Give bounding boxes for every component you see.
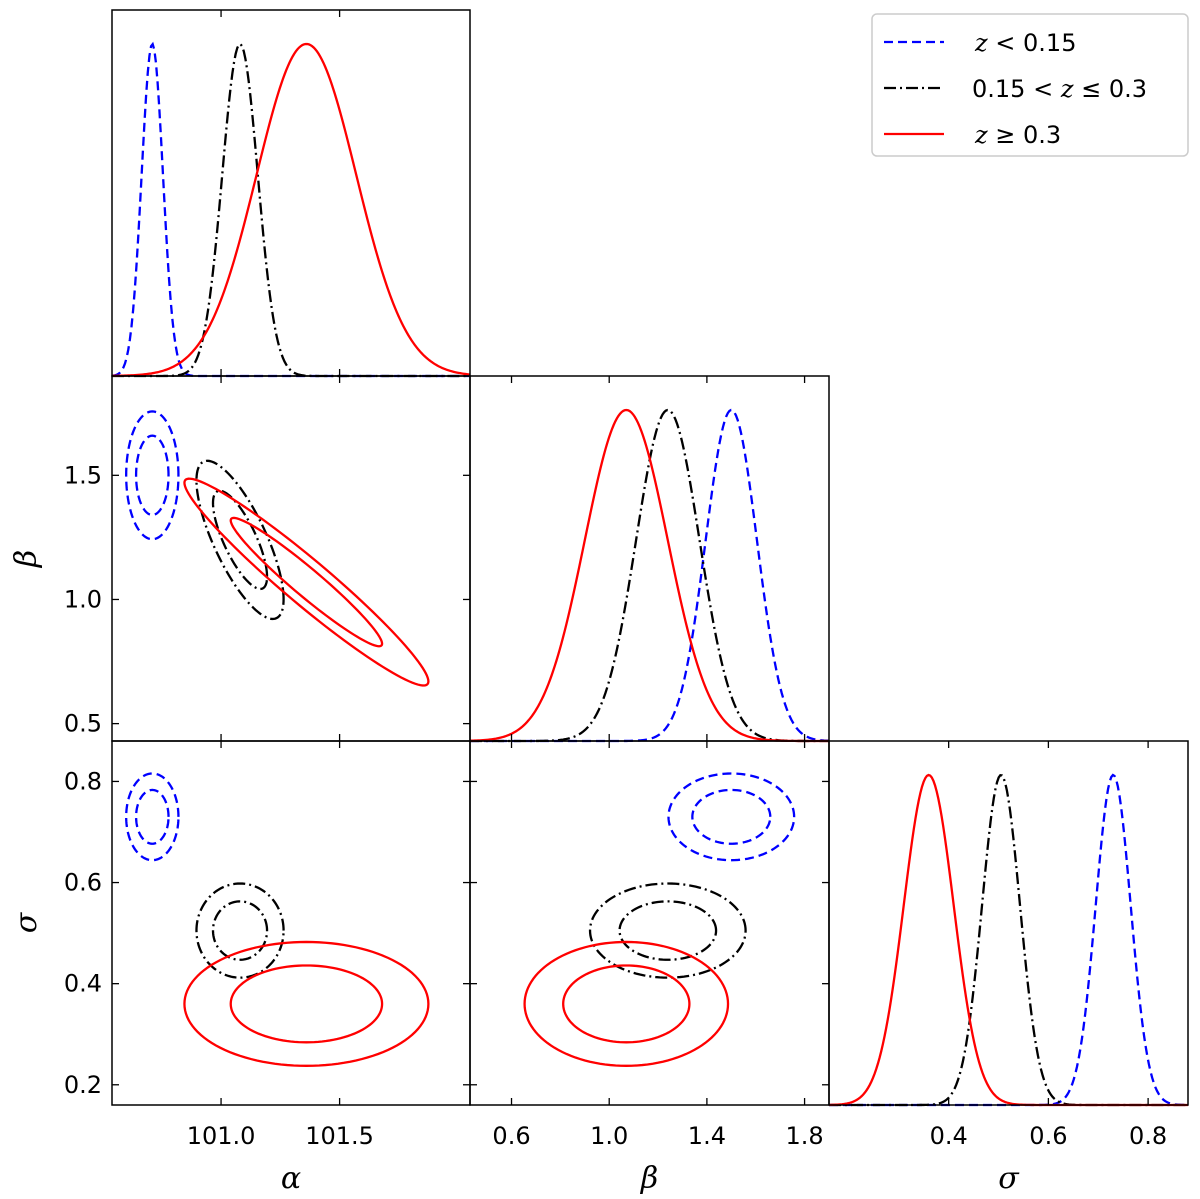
contour-outer-alpha-beta-series-2 xyxy=(183,477,430,687)
panel-frame-beta-beta xyxy=(469,375,830,742)
x-axis-label-alpha: α xyxy=(281,1161,301,1196)
x-tick-label-sigma: 0.4 xyxy=(930,1122,968,1150)
contour-outer-beta-sigma-series-1 xyxy=(588,882,747,979)
x-tick-label-alpha: 101.0 xyxy=(187,1122,256,1150)
contour-inner-beta-sigma-series-0 xyxy=(691,788,772,845)
panel-frame-sigma-beta xyxy=(469,740,830,1106)
marginal-alpha-series-2 xyxy=(111,42,471,377)
marginal-alpha-series-0 xyxy=(111,41,470,378)
y-tick-label-beta: 0.5 xyxy=(64,710,102,738)
x-tick-label-beta: 1.4 xyxy=(688,1122,726,1150)
x-axis-label-beta: β xyxy=(640,1161,658,1196)
contour-outer-beta-sigma-series-0 xyxy=(667,772,796,862)
legend-box xyxy=(871,13,1189,157)
contour-inner-alpha-sigma-series-2 xyxy=(229,964,384,1044)
contour-outer-alpha-sigma-series-1 xyxy=(195,882,285,979)
y-tick-label-sigma: 0.6 xyxy=(64,869,102,897)
contour-inner-beta-sigma-series-1 xyxy=(618,900,718,961)
x-tick-label-beta: 1.0 xyxy=(590,1122,628,1150)
contour-outer-alpha-sigma-series-2 xyxy=(183,940,430,1067)
legend-label-2: z ≥ 0.3 xyxy=(974,121,1061,149)
legend-label-1: 0.15 < z ≤ 0.3 xyxy=(972,75,1147,103)
y-tick-label-sigma: 0.4 xyxy=(64,970,102,998)
x-tick-label-beta: 0.6 xyxy=(492,1122,530,1150)
contour-inner-alpha-sigma-series-1 xyxy=(211,900,269,961)
marginal-beta-series-2 xyxy=(469,408,829,743)
contour-inner-beta-sigma-series-2 xyxy=(562,964,691,1044)
y-axis-label-beta: β xyxy=(9,550,44,568)
contour-inner-alpha-beta-series-2 xyxy=(229,516,384,648)
x-tick-label-alpha: 101.5 xyxy=(305,1122,374,1150)
marginal-sigma-series-0 xyxy=(829,773,1189,1107)
contour-outer-alpha-sigma-series-0 xyxy=(125,772,180,862)
y-axis-label-sigma: σ xyxy=(9,911,44,933)
contour-outer-alpha-beta-series-0 xyxy=(125,410,180,541)
y-tick-label-beta: 1.5 xyxy=(64,461,102,489)
panel-frame-sigma-alpha xyxy=(111,740,471,1106)
x-tick-label-sigma: 0.6 xyxy=(1029,1122,1067,1150)
panel-frame-alpha-alpha xyxy=(111,9,471,377)
contour-inner-alpha-sigma-series-0 xyxy=(134,788,170,845)
contour-inner-alpha-beta-series-1 xyxy=(211,489,269,591)
panel-frame-sigma-sigma xyxy=(828,740,1189,1106)
y-tick-label-sigma: 0.2 xyxy=(64,1071,102,1099)
y-tick-label-sigma: 0.8 xyxy=(64,767,102,795)
legend-label-0: z < 0.15 xyxy=(974,29,1076,57)
panel-frame-beta-alpha xyxy=(111,375,471,742)
legend: z < 0.15 0.15 < z ≤ 0.3 z ≥ 0.3 xyxy=(871,13,1189,157)
contour-inner-alpha-beta-series-0 xyxy=(134,434,170,517)
x-tick-label-beta: 1.8 xyxy=(785,1122,823,1150)
x-tick-label-sigma: 0.8 xyxy=(1129,1122,1167,1150)
y-tick-label-beta: 1.0 xyxy=(64,585,102,613)
chart-marks xyxy=(111,41,1189,1107)
chart-axes: 101.0 101.5α 0.6 1.0 1.4 1.8 β 0.4 0.6 0.8 σ 0.5 1.0… xyxy=(9,9,1189,1196)
contour-outer-beta-sigma-series-2 xyxy=(523,940,730,1067)
x-axis-label-sigma: σ xyxy=(998,1161,1020,1196)
